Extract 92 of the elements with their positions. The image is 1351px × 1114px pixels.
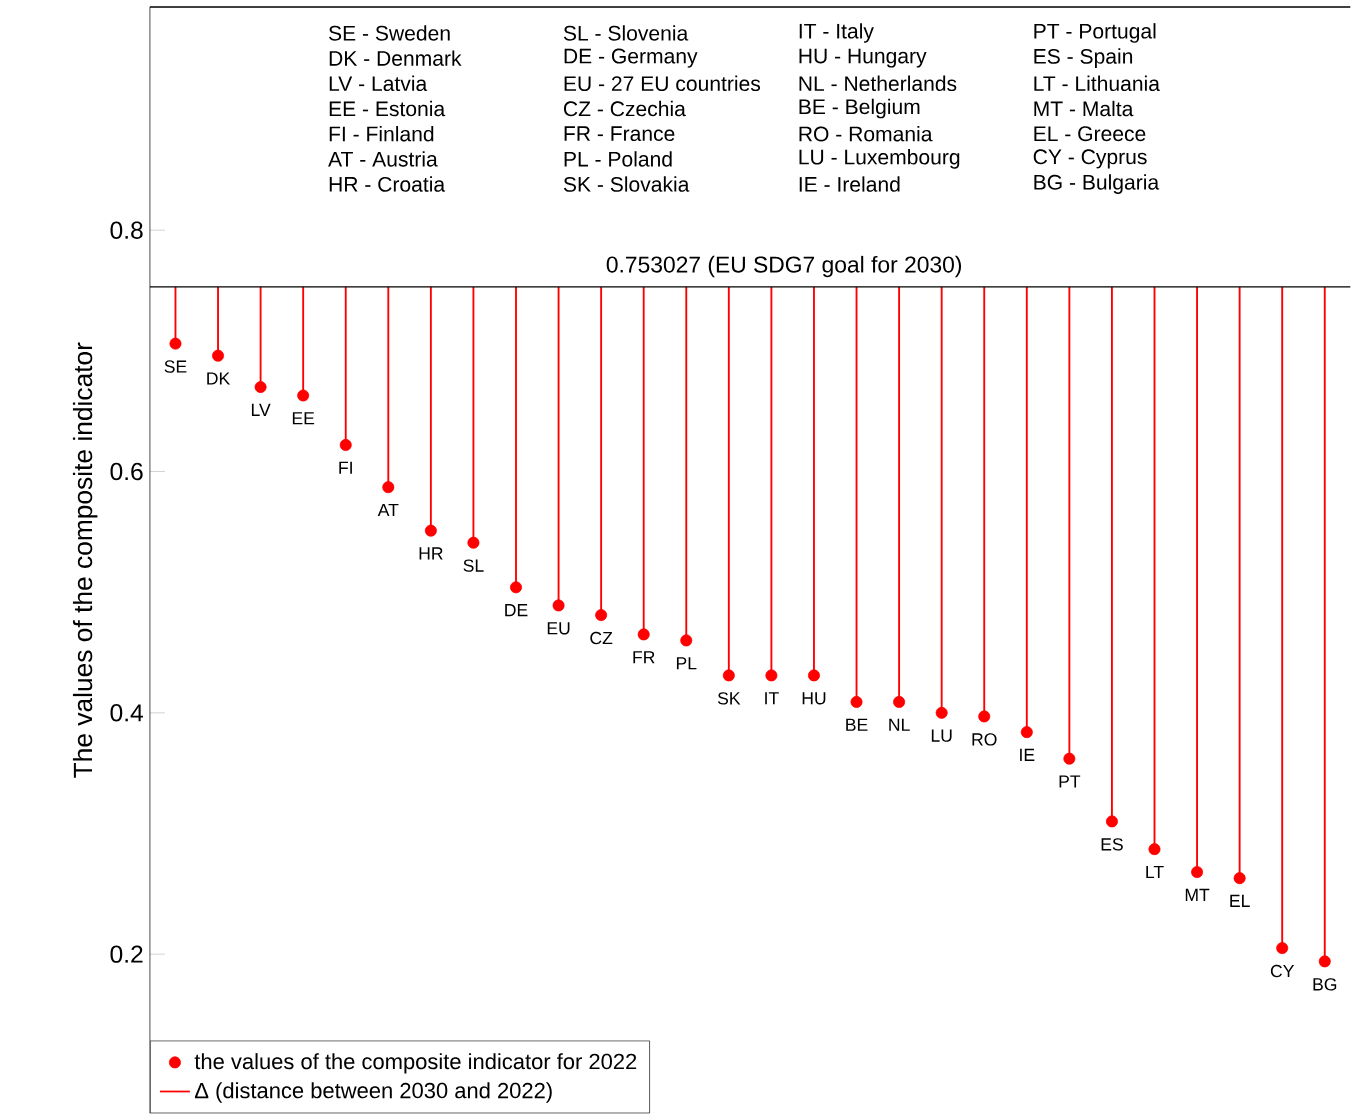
annotation: SL - Slovenia	[563, 25, 689, 41]
x-tick-label: HR	[419, 547, 443, 560]
annotation: DE - Germany	[564, 48, 698, 68]
x-tick-label: LU	[931, 729, 952, 742]
x-tick-label: RO	[972, 733, 997, 746]
annotation: ES - Spain	[1034, 48, 1133, 69]
x-tick-label: BG	[1313, 978, 1337, 991]
point	[722, 669, 735, 682]
point	[169, 337, 182, 350]
y-tick-label: 0.8	[110, 221, 143, 240]
x-tick-label: SK	[717, 692, 741, 705]
y-axis-title: The values of the composite indicator	[72, 342, 98, 778]
x-tick-label: LV	[251, 403, 271, 416]
annotation: HU - Hungary	[799, 48, 927, 68]
x-tick-label: LT	[1146, 866, 1164, 879]
x-tick-label: CZ	[590, 631, 613, 645]
x-tick-label: MT	[1185, 888, 1210, 902]
x-tick-label: CY	[1270, 964, 1295, 978]
point	[1063, 752, 1076, 765]
point	[893, 696, 906, 709]
annotation: FR - France	[564, 126, 675, 142]
annotation: IE - Ireland	[799, 176, 900, 192]
legend-label: Δ (distance between 2030 and 2022)	[194, 1082, 552, 1103]
annotation: PT - Portugal	[1034, 23, 1156, 43]
x-tick-label: DK	[207, 372, 231, 385]
x-tick-label: DE	[505, 604, 528, 617]
point	[807, 669, 820, 682]
annotation: BG - Bulgaria	[1034, 174, 1160, 195]
x-tick-label: EE	[292, 412, 315, 425]
annotation: PL - Poland	[564, 151, 672, 167]
y-tick-label: 0.6	[110, 462, 143, 481]
x-tick-label: ES	[1101, 838, 1123, 851]
annotation: FI - Finland	[329, 126, 434, 142]
point	[1233, 872, 1246, 885]
annotation: EU - 27 EU countries	[564, 75, 761, 92]
x-tick-label: SE	[164, 360, 187, 373]
point	[552, 599, 565, 612]
x-tick-label: PT	[1059, 775, 1081, 788]
annotation: EL - Greece	[1034, 126, 1146, 142]
annotation: BE - Belgium	[799, 98, 920, 119]
point	[254, 381, 267, 394]
x-tick-label: FI	[339, 461, 352, 474]
y-tick-label: 0.2	[110, 945, 143, 963]
point	[1276, 942, 1289, 955]
point	[212, 349, 224, 362]
x-tick-label: FR	[633, 651, 655, 664]
point	[978, 710, 991, 723]
point	[382, 481, 395, 494]
point	[765, 669, 778, 682]
x-tick-label: SL	[463, 559, 484, 572]
point	[680, 634, 693, 647]
x-tick-label: BE	[846, 718, 868, 731]
annotation: SK - Slovakia	[563, 176, 690, 192]
point	[297, 389, 310, 402]
point	[1318, 955, 1331, 968]
annotation: SE - Sweden	[329, 25, 450, 41]
annotation: LT - Lithuania	[1034, 75, 1160, 92]
annotation: MT - Malta	[1034, 100, 1134, 117]
point	[339, 439, 352, 452]
x-tick-label: EU	[547, 622, 570, 635]
point	[850, 696, 863, 709]
point	[1020, 726, 1033, 739]
point	[467, 536, 480, 549]
annotation: RO - Romania	[799, 126, 933, 142]
annotation: DK - Denmark	[329, 50, 462, 66]
point	[935, 706, 948, 719]
point	[595, 609, 608, 622]
annotation: LU - Luxembourg	[799, 149, 960, 169]
x-tick-label: HU	[802, 692, 826, 705]
point	[1191, 866, 1204, 879]
annotation: HR - Croatia	[329, 176, 446, 192]
annotation: NL - Netherlands	[799, 75, 957, 92]
point	[637, 628, 650, 641]
annotation: IT - Italy	[799, 23, 874, 43]
x-tick-label: IE	[1020, 748, 1035, 762]
x-tick-label: IT	[765, 692, 779, 705]
legend-label: the values of the composite indicator for 2022	[194, 1053, 637, 1074]
annotation: CZ - Czechia	[563, 100, 686, 117]
point	[1148, 843, 1161, 856]
point	[1105, 815, 1118, 828]
y-tick-label: 0.4	[110, 704, 143, 722]
annotation: EE - Estonia	[329, 100, 446, 117]
annotation: AT - Austria	[328, 151, 438, 167]
annotation: CY - Cyprus	[1033, 149, 1147, 169]
x-tick-label: PL	[676, 657, 697, 670]
point	[424, 524, 437, 537]
ref-line-label: 0.753027 (EU SDG7 goal for 2030)	[606, 255, 962, 278]
x-tick-label: NL	[889, 718, 910, 731]
x-tick-label: AT	[377, 504, 399, 517]
point	[510, 581, 522, 594]
annotation: LV - Latvia	[329, 75, 428, 92]
x-tick-label: EL	[1230, 894, 1250, 908]
